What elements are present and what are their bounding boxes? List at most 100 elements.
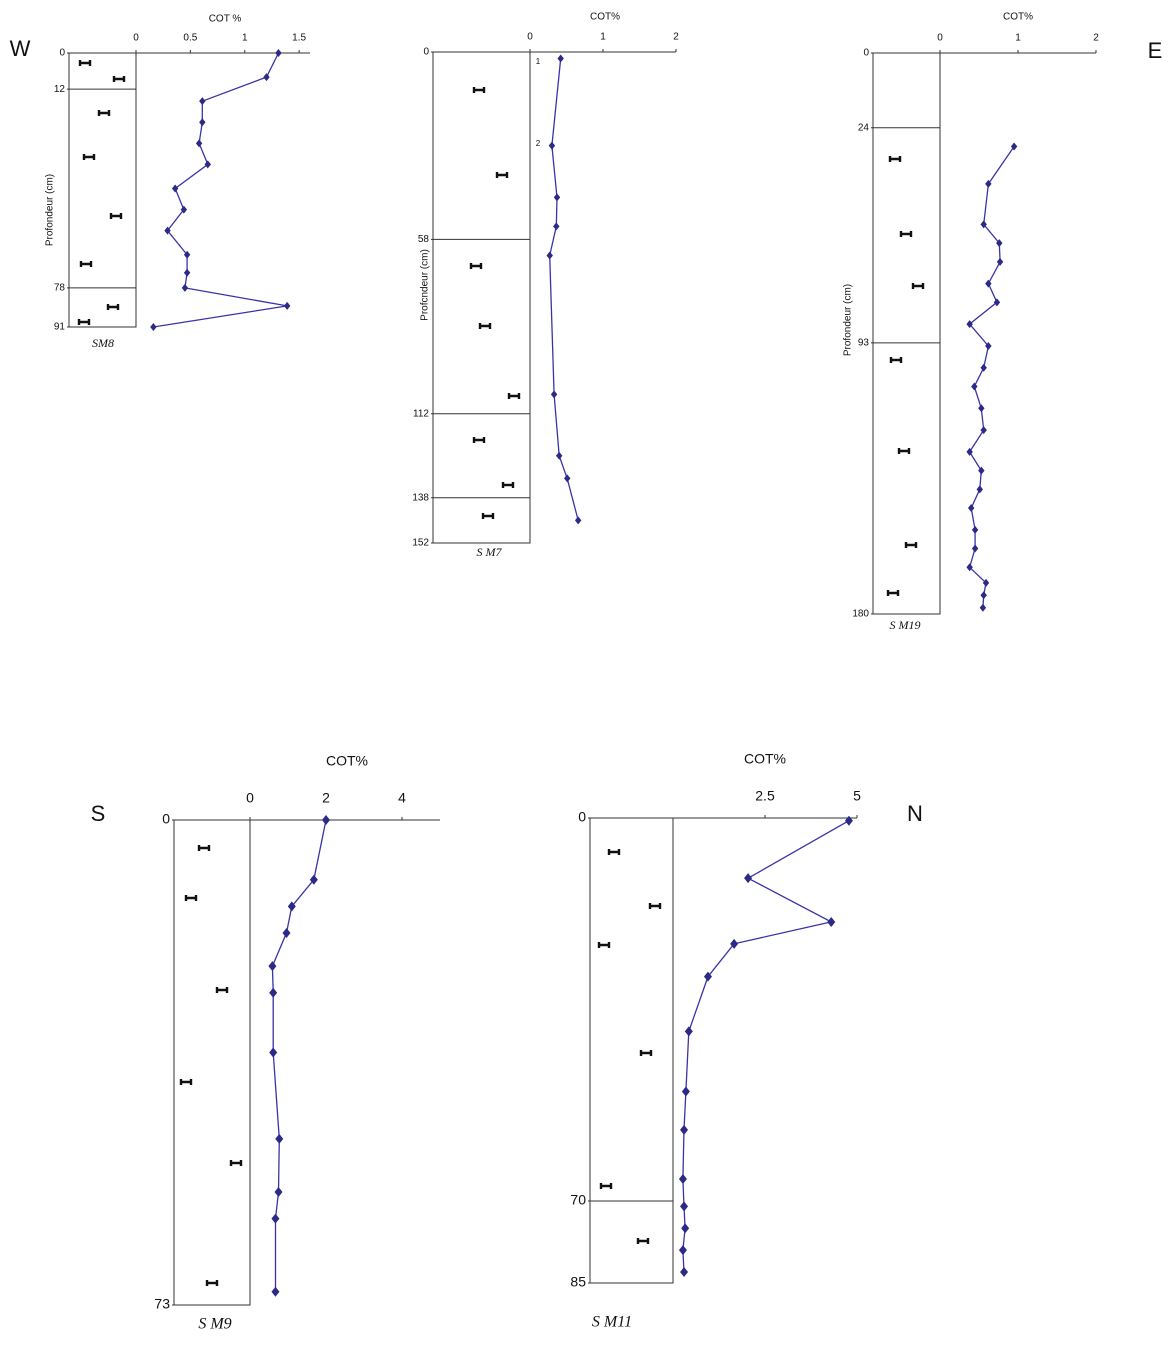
data-point bbox=[556, 451, 563, 460]
data-point bbox=[827, 916, 836, 927]
core-panel: 0 1 2 COT% 0 24 93 180 Profondeur (cm) E S M19 bbox=[843, 12, 1163, 632]
data-point bbox=[996, 239, 1003, 248]
lithology-symbol bbox=[478, 323, 492, 329]
core-panel: 0 1 2 COT% 0 58 112 138 152 Profcndeur (cm) S M7 1 2 bbox=[412, 12, 679, 559]
core-column bbox=[432, 51, 531, 544]
y-tick-label: 0 bbox=[423, 47, 429, 58]
data-point bbox=[275, 49, 282, 57]
orientation-label: E bbox=[1148, 38, 1163, 63]
core-panel: 2.5 5 COT% 0 70 85 N S M11 bbox=[570, 751, 923, 1331]
core-column bbox=[589, 817, 674, 1284]
data-point bbox=[680, 1201, 689, 1212]
lithology-symbol bbox=[904, 542, 918, 548]
axis-title: COT% bbox=[1003, 12, 1033, 23]
data-point bbox=[564, 474, 571, 483]
data-point bbox=[283, 301, 291, 310]
data-point bbox=[680, 1124, 689, 1135]
data-point bbox=[546, 251, 553, 260]
data-point bbox=[980, 220, 987, 229]
y-tick-label: 78 bbox=[54, 282, 66, 293]
data-point bbox=[275, 1133, 284, 1144]
axis-title: COT% bbox=[326, 753, 368, 769]
lithology-symbol bbox=[109, 213, 123, 219]
y-tick-label: 152 bbox=[412, 538, 429, 549]
data-point bbox=[183, 250, 191, 259]
data-point bbox=[195, 139, 203, 148]
data-point bbox=[980, 591, 987, 600]
data-point bbox=[204, 160, 211, 169]
data-point bbox=[844, 815, 853, 826]
data-point bbox=[966, 320, 973, 329]
lithology-symbol bbox=[112, 76, 126, 82]
axis-title: COT% bbox=[590, 12, 620, 23]
data-point bbox=[966, 563, 973, 572]
data-point bbox=[678, 1245, 687, 1256]
lithology-symbol bbox=[469, 263, 483, 269]
y-tick-label: 91 bbox=[54, 322, 66, 333]
core-column bbox=[872, 52, 941, 615]
lithology-symbol bbox=[648, 903, 662, 909]
core-name: S M9 bbox=[198, 1316, 231, 1333]
data-point bbox=[966, 447, 973, 456]
x-tick-label: 1 bbox=[1015, 33, 1021, 44]
lithology-symbol bbox=[97, 110, 111, 116]
data-point bbox=[985, 341, 992, 350]
data-point bbox=[271, 1286, 280, 1297]
data-point bbox=[271, 1213, 280, 1224]
y-tick-label: 12 bbox=[54, 84, 66, 95]
y-axis-title: Profondeur (cm) bbox=[45, 174, 56, 246]
lithology-symbol bbox=[78, 60, 92, 66]
data-point bbox=[548, 141, 556, 150]
data-point bbox=[980, 426, 987, 435]
core-name: S M19 bbox=[890, 618, 921, 632]
data-point bbox=[282, 927, 291, 938]
cot-line bbox=[682, 820, 850, 1273]
data-point bbox=[171, 184, 179, 193]
data-point bbox=[978, 404, 985, 413]
data-point bbox=[976, 485, 983, 494]
lithology-symbol bbox=[507, 393, 521, 399]
data-point bbox=[730, 938, 739, 949]
data-point bbox=[180, 205, 188, 214]
x-tick-label: 0 bbox=[133, 33, 139, 44]
data-point bbox=[971, 382, 978, 391]
x-tick-label: 2 bbox=[322, 790, 330, 806]
data-point bbox=[968, 504, 975, 513]
data-point bbox=[980, 363, 987, 372]
data-point bbox=[744, 873, 753, 884]
x-tick-label: 1 bbox=[242, 33, 248, 44]
lithology-symbol bbox=[639, 1050, 653, 1056]
x-tick-label: 5 bbox=[853, 788, 861, 804]
data-point bbox=[309, 874, 318, 885]
y-tick-label: 85 bbox=[570, 1274, 586, 1290]
x-tick-label: 0 bbox=[937, 33, 943, 44]
core-name: SM8 bbox=[92, 336, 114, 350]
lithology-symbol bbox=[82, 154, 96, 160]
x-tick-label: 2 bbox=[673, 32, 679, 43]
lithology-symbol bbox=[911, 283, 925, 289]
data-point bbox=[269, 987, 278, 998]
lithology-symbol bbox=[636, 1238, 650, 1244]
x-tick-label: 1 bbox=[600, 32, 606, 43]
annotation: 2 bbox=[536, 139, 541, 148]
data-point bbox=[985, 279, 992, 288]
lithology-symbol bbox=[899, 231, 913, 237]
data-point bbox=[550, 390, 558, 399]
y-tick-label: 24 bbox=[858, 122, 870, 133]
data-point bbox=[703, 971, 712, 982]
axis-title: COT % bbox=[209, 14, 242, 25]
x-tick-label: 2.5 bbox=[755, 788, 775, 804]
lithology-symbol bbox=[495, 172, 509, 178]
lithology-symbol bbox=[229, 1160, 243, 1166]
y-tick-label: 70 bbox=[570, 1192, 586, 1208]
x-tick-label: 0 bbox=[246, 790, 254, 806]
cot-line bbox=[271, 819, 327, 1292]
data-point bbox=[553, 193, 561, 202]
y-tick-label: 180 bbox=[852, 609, 869, 620]
data-point bbox=[287, 901, 296, 912]
orientation-label: N bbox=[907, 801, 923, 826]
data-point bbox=[978, 466, 985, 475]
axis-title: COT% bbox=[744, 751, 786, 767]
core-name: S M7 bbox=[477, 545, 503, 559]
